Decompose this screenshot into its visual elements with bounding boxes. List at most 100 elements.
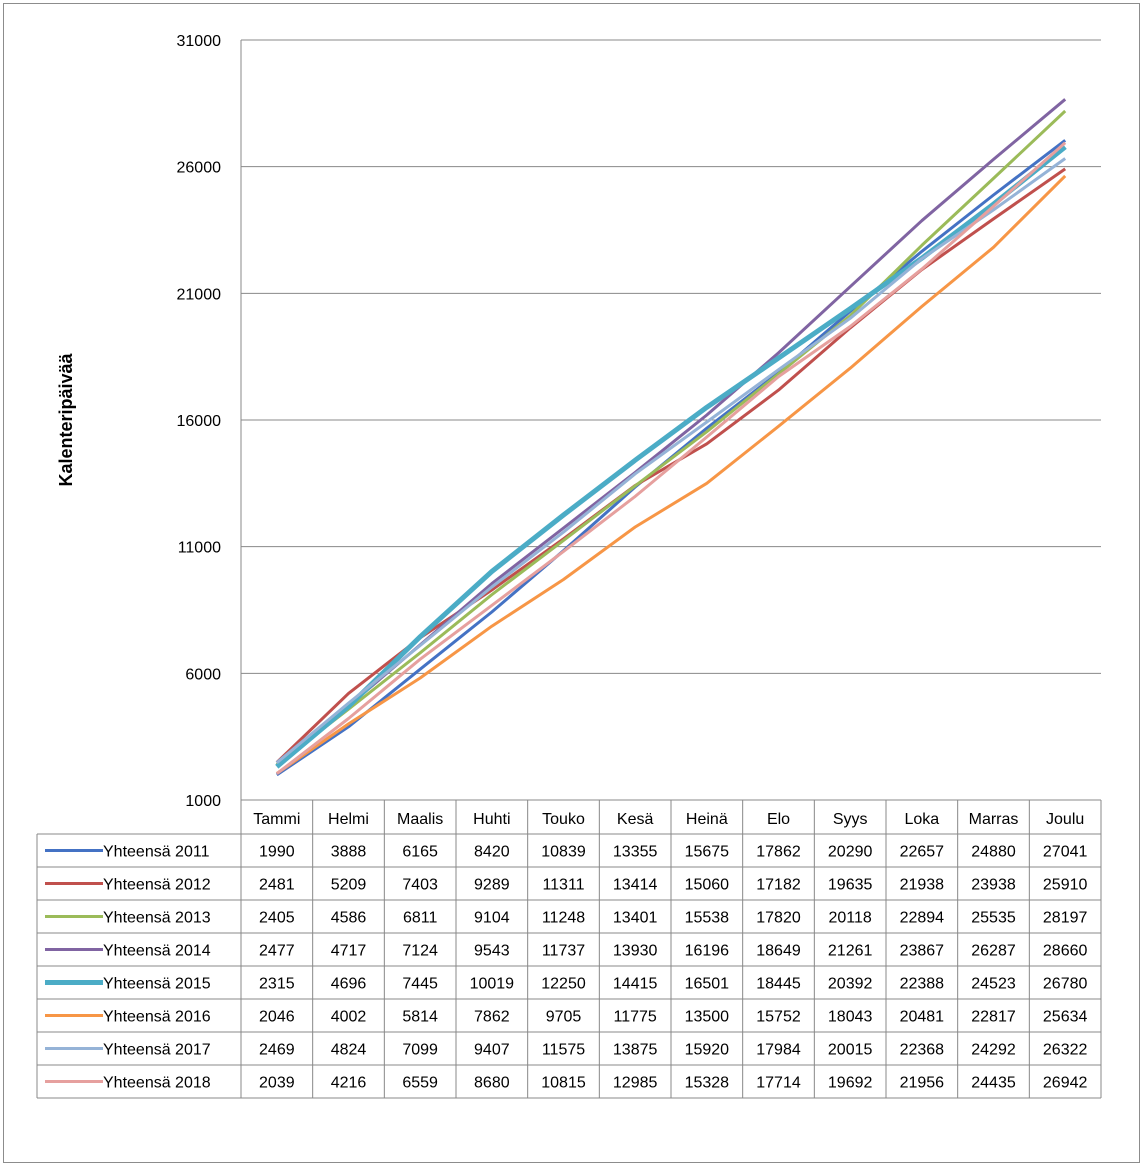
category-label: Huhti bbox=[473, 811, 510, 828]
data-label: 22368 bbox=[900, 1042, 945, 1059]
data-label: 17714 bbox=[756, 1075, 801, 1092]
data-label: 4696 bbox=[331, 976, 367, 993]
data-label: 26287 bbox=[971, 943, 1016, 960]
data-label: 2046 bbox=[259, 1009, 295, 1026]
y-tick-label: 31000 bbox=[177, 33, 222, 50]
legend-label: Yhteensä 2015 bbox=[103, 976, 211, 993]
category-label: Touko bbox=[542, 811, 585, 828]
data-label: 2477 bbox=[259, 943, 295, 960]
data-label: 24292 bbox=[971, 1042, 1016, 1059]
data-label: 17984 bbox=[756, 1042, 801, 1059]
data-label: 4586 bbox=[331, 910, 367, 927]
data-label: 14415 bbox=[613, 976, 658, 993]
data-label: 28197 bbox=[1043, 910, 1088, 927]
data-label: 3888 bbox=[331, 844, 367, 861]
data-label: 17862 bbox=[756, 844, 801, 861]
data-label: 13414 bbox=[613, 877, 658, 894]
category-label: Elo bbox=[767, 811, 790, 828]
legend-label: Yhteensä 2013 bbox=[103, 910, 211, 927]
data-label: 28660 bbox=[1043, 943, 1088, 960]
data-label: 23867 bbox=[900, 943, 945, 960]
data-label: 10019 bbox=[470, 976, 515, 993]
data-label: 5814 bbox=[402, 1009, 438, 1026]
y-tick-label: 11000 bbox=[178, 540, 221, 557]
data-label: 4216 bbox=[331, 1075, 367, 1092]
data-label: 18649 bbox=[756, 943, 801, 960]
data-label: 7445 bbox=[402, 976, 438, 993]
data-label: 8420 bbox=[474, 844, 510, 861]
legend-label: Yhteensä 2017 bbox=[103, 1042, 211, 1059]
data-label: 25535 bbox=[971, 910, 1016, 927]
data-label: 17820 bbox=[756, 910, 801, 927]
data-label: 7124 bbox=[402, 943, 438, 960]
data-label: 9289 bbox=[474, 877, 510, 894]
data-label: 19635 bbox=[828, 877, 873, 894]
data-label: 26942 bbox=[1043, 1075, 1088, 1092]
data-label: 2469 bbox=[259, 1042, 295, 1059]
data-label: 9705 bbox=[546, 1009, 582, 1026]
data-label: 8680 bbox=[474, 1075, 510, 1092]
data-label: 6165 bbox=[402, 844, 438, 861]
y-tick-label: 26000 bbox=[177, 160, 222, 177]
data-label: 11248 bbox=[542, 910, 585, 927]
data-label: 4824 bbox=[331, 1042, 367, 1059]
category-label: Kesä bbox=[617, 811, 654, 828]
data-label: 4717 bbox=[331, 943, 367, 960]
data-label: 15920 bbox=[685, 1042, 730, 1059]
data-label: 21956 bbox=[900, 1075, 945, 1092]
data-label: 15328 bbox=[685, 1075, 730, 1092]
data-label: 9543 bbox=[474, 943, 510, 960]
data-label: 9104 bbox=[474, 910, 510, 927]
data-label: 15538 bbox=[685, 910, 730, 927]
series-line bbox=[275, 174, 1067, 775]
gridlines bbox=[240, 39, 1101, 800]
data-label: 11575 bbox=[542, 1042, 585, 1059]
y-tick-label: 21000 bbox=[177, 286, 222, 303]
legend-label: Yhteensä 2012 bbox=[103, 877, 211, 894]
data-label: 2405 bbox=[259, 910, 295, 927]
chart-frame bbox=[3, 3, 1140, 1163]
data-label: 2039 bbox=[259, 1075, 295, 1092]
data-label: 20290 bbox=[828, 844, 873, 861]
data-label: 18043 bbox=[828, 1009, 873, 1026]
data-label: 12985 bbox=[613, 1075, 658, 1092]
data-label: 7862 bbox=[474, 1009, 510, 1026]
category-label: Loka bbox=[904, 811, 939, 828]
data-label: 11311 bbox=[542, 877, 584, 894]
category-label: Maalis bbox=[397, 811, 443, 828]
data-label: 4002 bbox=[331, 1009, 367, 1026]
data-label: 23938 bbox=[971, 877, 1016, 894]
data-label: 11737 bbox=[542, 943, 585, 960]
data-label: 24523 bbox=[971, 976, 1016, 993]
category-label: Tammi bbox=[253, 811, 300, 828]
data-label: 13930 bbox=[613, 943, 658, 960]
data-label: 25910 bbox=[1043, 877, 1088, 894]
data-label: 13875 bbox=[613, 1042, 658, 1059]
category-label: Helmi bbox=[328, 811, 369, 828]
data-label: 9407 bbox=[474, 1042, 510, 1059]
data-label: 15752 bbox=[756, 1009, 801, 1026]
data-label: 10815 bbox=[541, 1075, 586, 1092]
data-label: 15060 bbox=[685, 877, 730, 894]
y-tick-label: 6000 bbox=[185, 666, 221, 683]
data-label: 5209 bbox=[331, 877, 367, 894]
data-label: 10839 bbox=[541, 844, 586, 861]
data-label: 16196 bbox=[685, 943, 730, 960]
legend-label: Yhteensä 2016 bbox=[103, 1009, 211, 1026]
series-line bbox=[275, 141, 1067, 775]
data-label: 19692 bbox=[828, 1075, 873, 1092]
data-label: 26322 bbox=[1043, 1042, 1088, 1059]
data-label: 20392 bbox=[828, 976, 873, 993]
data-label: 2315 bbox=[259, 976, 295, 993]
data-label: 1990 bbox=[259, 844, 295, 861]
data-label: 20015 bbox=[828, 1042, 873, 1059]
data-label: 11775 bbox=[614, 1009, 657, 1026]
data-label: 21938 bbox=[900, 877, 945, 894]
data-label: 22894 bbox=[900, 910, 945, 927]
data-label: 13500 bbox=[685, 1009, 730, 1026]
data-label: 7099 bbox=[402, 1042, 438, 1059]
series-lines bbox=[275, 98, 1067, 777]
y-axis-ticks: 1000 6000 11000 16000 21000 26000 31000 bbox=[177, 33, 222, 810]
data-label: 6559 bbox=[402, 1075, 438, 1092]
